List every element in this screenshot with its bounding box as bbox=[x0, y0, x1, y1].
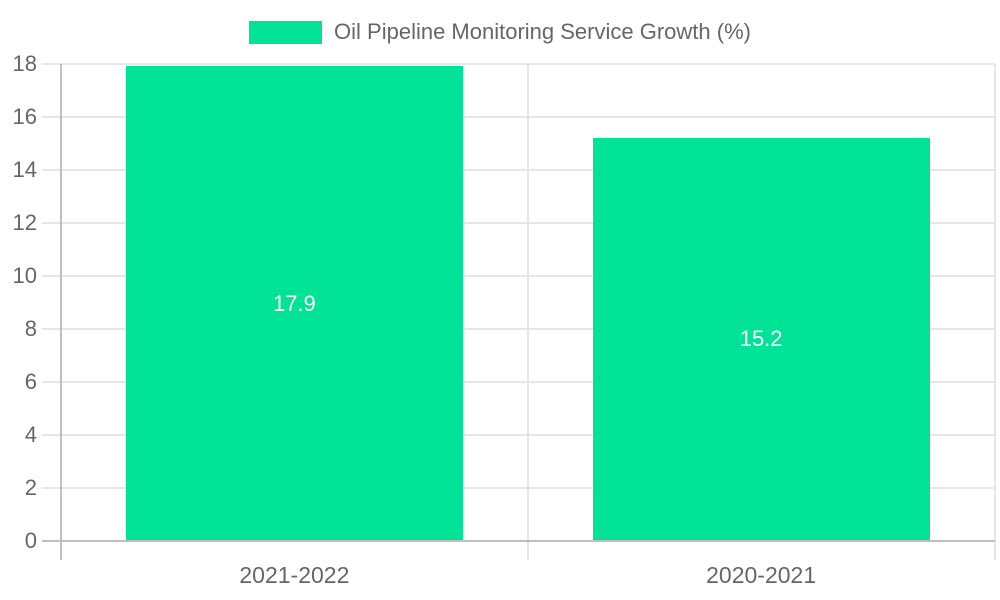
y-axis-tick-label: 14 bbox=[12, 156, 37, 182]
y-gridline bbox=[42, 168, 995, 171]
y-gridline bbox=[42, 486, 995, 489]
y-gridline bbox=[42, 433, 995, 436]
bar-value-label: 17.9 bbox=[272, 290, 316, 316]
legend-label: Oil Pipeline Monitoring Service Growth (… bbox=[334, 19, 751, 44]
y-axis-tick-label: 6 bbox=[24, 368, 37, 394]
x-axis-tick-label: 2021-2022 bbox=[239, 562, 350, 588]
y-gridline bbox=[42, 274, 995, 277]
x-axis-tick-label: 2020-2021 bbox=[706, 562, 817, 588]
y-axis-tick-label: 10 bbox=[12, 262, 37, 288]
y-axis-tick-label: 12 bbox=[12, 209, 37, 235]
legend-swatch bbox=[249, 20, 323, 44]
x-gridline bbox=[526, 63, 529, 560]
legend-item[interactable]: Oil Pipeline Monitoring Service Growth (… bbox=[0, 19, 1000, 45]
y-axis-tick-label: 4 bbox=[24, 421, 37, 447]
x-axis-line bbox=[42, 540, 995, 542]
y-gridline bbox=[42, 62, 995, 65]
bar[interactable]: 15.2 bbox=[592, 137, 930, 541]
x-gridline bbox=[993, 63, 996, 560]
y-axis-tick-label: 18 bbox=[12, 50, 37, 76]
y-axis-tick-label: 0 bbox=[24, 528, 37, 553]
bar[interactable]: 17.9 bbox=[125, 66, 463, 541]
y-axis-tick-label: 16 bbox=[12, 103, 37, 129]
y-gridline bbox=[42, 327, 995, 330]
y-gridline bbox=[42, 115, 995, 118]
y-axis-tick-label: 2 bbox=[24, 474, 37, 500]
y-axis-tick-label: 8 bbox=[24, 315, 37, 341]
y-gridline bbox=[42, 380, 995, 383]
y-axis-line bbox=[60, 63, 62, 560]
bar-value-label: 15.2 bbox=[739, 326, 783, 352]
y-gridline bbox=[42, 221, 995, 224]
